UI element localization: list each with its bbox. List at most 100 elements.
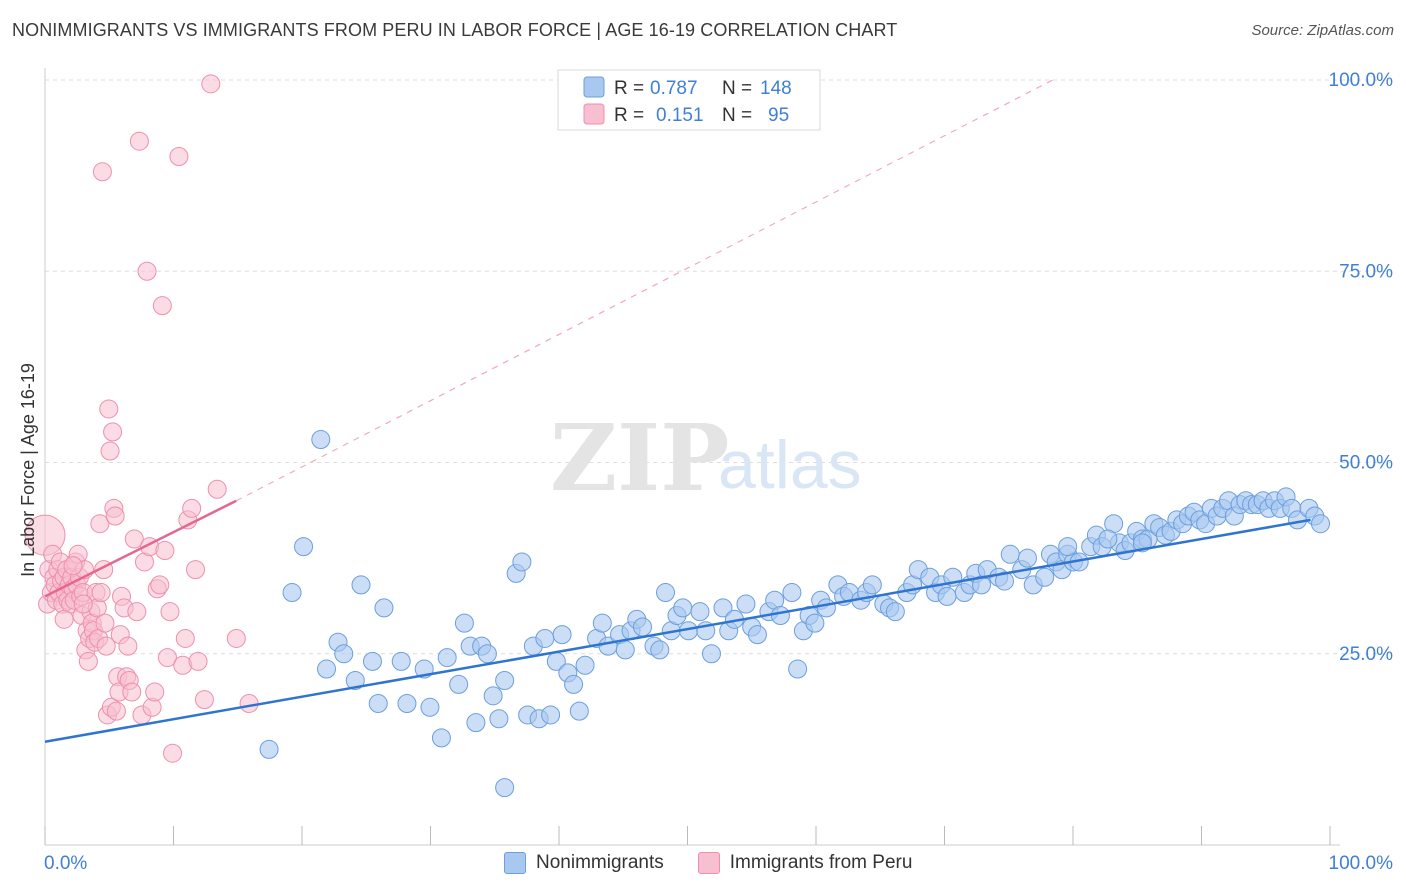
point-nonimmigrants-38 xyxy=(564,674,584,694)
point-nonimmigrants-13 xyxy=(397,693,417,713)
point-nonimmigrants-6 xyxy=(334,644,354,664)
series-immigrants-from-peru xyxy=(24,74,259,763)
watermark-zip: ZIP xyxy=(550,404,729,512)
point-nonimmigrants-34 xyxy=(541,705,561,725)
point-nonimmigrants-50 xyxy=(650,640,670,660)
point-immigrants-peru-52 xyxy=(105,506,125,526)
point-nonimmigrants-74 xyxy=(816,598,836,618)
point-immigrants-peru-50 xyxy=(103,422,123,442)
stats-r-value-pink: 0.151 xyxy=(656,105,704,126)
point-nonimmigrants-26 xyxy=(495,671,515,691)
point-immigrants-peru-92 xyxy=(118,636,138,656)
point-nonimmigrants-15 xyxy=(420,697,440,717)
series-nonimmigrants xyxy=(259,430,1330,798)
point-nonimmigrants-39 xyxy=(569,701,589,721)
tick-labels: 25.0% 50.0% 75.0% 100.0% 0.0% 100.0% xyxy=(44,70,1393,874)
stats-r-label-blue: R = xyxy=(614,78,644,99)
point-nonimmigrants-29 xyxy=(512,552,532,572)
point-nonimmigrants-23 xyxy=(477,644,497,664)
point-immigrants-peru-41 xyxy=(90,514,110,534)
point-nonimmigrants-18 xyxy=(449,674,469,694)
point-immigrants-peru-62 xyxy=(124,529,144,549)
point-nonimmigrants-11 xyxy=(374,598,394,618)
y-tick-label-50: 50.0% xyxy=(1339,453,1393,474)
point-nonimmigrants-10 xyxy=(368,693,388,713)
point-nonimmigrants-103 xyxy=(1035,567,1055,587)
point-immigrants-peru-63 xyxy=(127,602,147,622)
point-immigrants-peru-67 xyxy=(137,261,157,281)
legend-label-nonimmigrants: Nonimmigrants xyxy=(536,852,664,873)
bottom-legend: Nonimmigrants Immigrants from Peru xyxy=(504,852,946,874)
point-immigrants-peru-89 xyxy=(239,693,259,713)
legend-swatch-pink xyxy=(697,852,720,874)
legend-item-immigrants-peru: Immigrants from Peru xyxy=(697,852,912,874)
point-nonimmigrants-9 xyxy=(362,651,382,671)
point-nonimmigrants-80 xyxy=(862,575,882,595)
point-immigrants-peru-74 xyxy=(155,540,175,560)
point-nonimmigrants-83 xyxy=(885,602,905,622)
legend-item-nonimmigrants: Nonimmigrants xyxy=(504,852,664,874)
point-immigrants-peru-48 xyxy=(100,441,120,461)
stats-r-label-pink: R = xyxy=(614,105,644,126)
grid-lines xyxy=(45,79,1392,655)
point-immigrants-peru-47 xyxy=(99,399,119,419)
point-nonimmigrants-36 xyxy=(552,625,572,645)
point-immigrants-peru-70 xyxy=(145,682,165,702)
point-immigrants-peru-86 xyxy=(201,74,221,94)
point-immigrants-peru-85 xyxy=(194,690,214,710)
point-nonimmigrants-72 xyxy=(805,613,825,633)
point-nonimmigrants-48 xyxy=(633,617,653,637)
point-immigrants-peru-94 xyxy=(91,583,111,603)
point-nonimmigrants-4 xyxy=(317,659,337,679)
legend-swatch-blue xyxy=(504,852,526,874)
point-nonimmigrants-12 xyxy=(391,651,411,671)
point-nonimmigrants-150 xyxy=(1098,529,1118,549)
stats-n-label-pink: N = xyxy=(722,105,752,126)
point-immigrants-peru-84 xyxy=(188,651,208,671)
stats-r-value-blue: 0.787 xyxy=(650,78,698,99)
point-immigrants-peru-64 xyxy=(129,131,149,151)
point-nonimmigrants-27 xyxy=(495,778,515,798)
trendline-nonimmigrants xyxy=(44,518,1311,743)
point-immigrants-peru-73 xyxy=(152,296,172,316)
point-nonimmigrants-69 xyxy=(788,659,808,679)
point-immigrants-peru-88 xyxy=(226,628,246,648)
axes xyxy=(44,68,1340,846)
point-nonimmigrants-58 xyxy=(701,644,721,664)
point-nonimmigrants-90 xyxy=(937,586,957,606)
point-nonimmigrants-33 xyxy=(535,628,555,648)
point-nonimmigrants-51 xyxy=(656,583,676,603)
point-immigrants-peru-83 xyxy=(186,560,206,580)
stats-n-value-pink: 95 xyxy=(768,105,789,126)
point-nonimmigrants-42 xyxy=(592,613,612,633)
point-nonimmigrants-40 xyxy=(575,655,595,675)
point-immigrants-peru-76 xyxy=(160,602,180,622)
point-nonimmigrants-24 xyxy=(483,686,503,706)
point-immigrants-peru-77 xyxy=(163,743,183,763)
point-immigrants-peru-53 xyxy=(106,701,126,721)
point-nonimmigrants-148 xyxy=(1310,514,1330,534)
point-nonimmigrants-3 xyxy=(311,430,331,450)
stats-legend: R = 0.787 N = 148 R = 0.151 N = 95 xyxy=(557,69,821,131)
point-immigrants-peru-72 xyxy=(150,575,170,595)
point-immigrants-peru-93 xyxy=(63,556,83,576)
point-nonimmigrants-64 xyxy=(747,625,767,645)
point-immigrants-peru-91 xyxy=(54,609,74,629)
point-immigrants-peru-61 xyxy=(122,682,142,702)
point-immigrants-peru-90 xyxy=(73,594,93,614)
point-immigrants-peru-32 xyxy=(78,651,98,671)
point-nonimmigrants-21 xyxy=(466,713,486,733)
point-immigrants-peru-82 xyxy=(182,498,202,518)
point-immigrants-peru-44 xyxy=(95,613,115,633)
source-credit: Source: ZipAtlas.com xyxy=(1251,22,1394,39)
point-nonimmigrants-1 xyxy=(282,583,302,603)
stats-legend-swatch-pink xyxy=(583,103,605,125)
trendline-immigrants-peru xyxy=(44,499,237,598)
y-tick-label-25: 25.0% xyxy=(1339,644,1393,665)
point-nonimmigrants-45 xyxy=(615,640,635,660)
point-nonimmigrants-62 xyxy=(736,594,756,614)
point-nonimmigrants-2 xyxy=(294,537,314,557)
point-nonimmigrants-101 xyxy=(1017,548,1037,568)
point-nonimmigrants-19 xyxy=(454,613,474,633)
